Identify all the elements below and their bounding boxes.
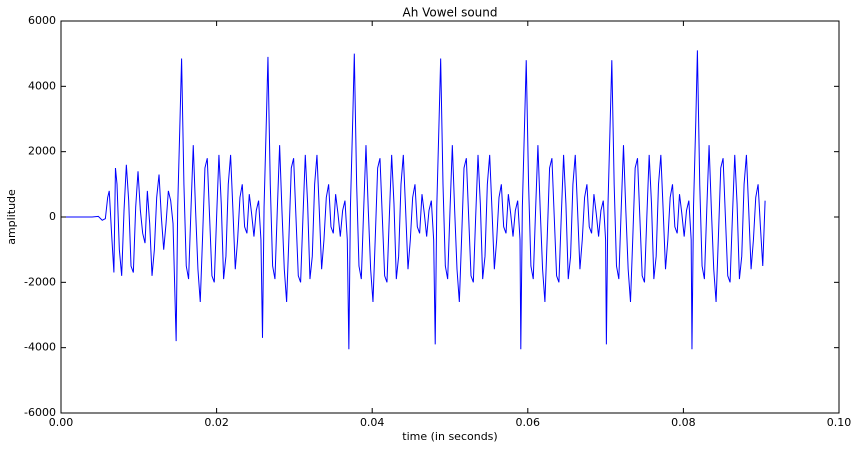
y-tick-label: -4000 <box>24 341 56 354</box>
line-series <box>61 50 766 350</box>
y-tick-label: -2000 <box>24 275 56 288</box>
y-tick-label: 6000 <box>28 14 56 27</box>
x-tick-label: 0.00 <box>49 416 74 429</box>
x-axis-label: time (in seconds) <box>402 430 497 443</box>
x-tick-label: 0.06 <box>516 416 541 429</box>
x-tick-label: 0.04 <box>360 416 385 429</box>
x-tick-label: 0.02 <box>204 416 229 429</box>
y-tick-label: 2000 <box>28 145 56 158</box>
x-tick-label: 0.10 <box>827 416 852 429</box>
x-tick-label: 0.08 <box>671 416 696 429</box>
y-tick-label: -6000 <box>24 406 56 419</box>
chart-title: Ah Vowel sound <box>402 6 497 20</box>
y-tick-label: 4000 <box>28 79 56 92</box>
y-tick-label: 0 <box>49 210 56 223</box>
y-axis-label: amplitude <box>5 189 18 245</box>
